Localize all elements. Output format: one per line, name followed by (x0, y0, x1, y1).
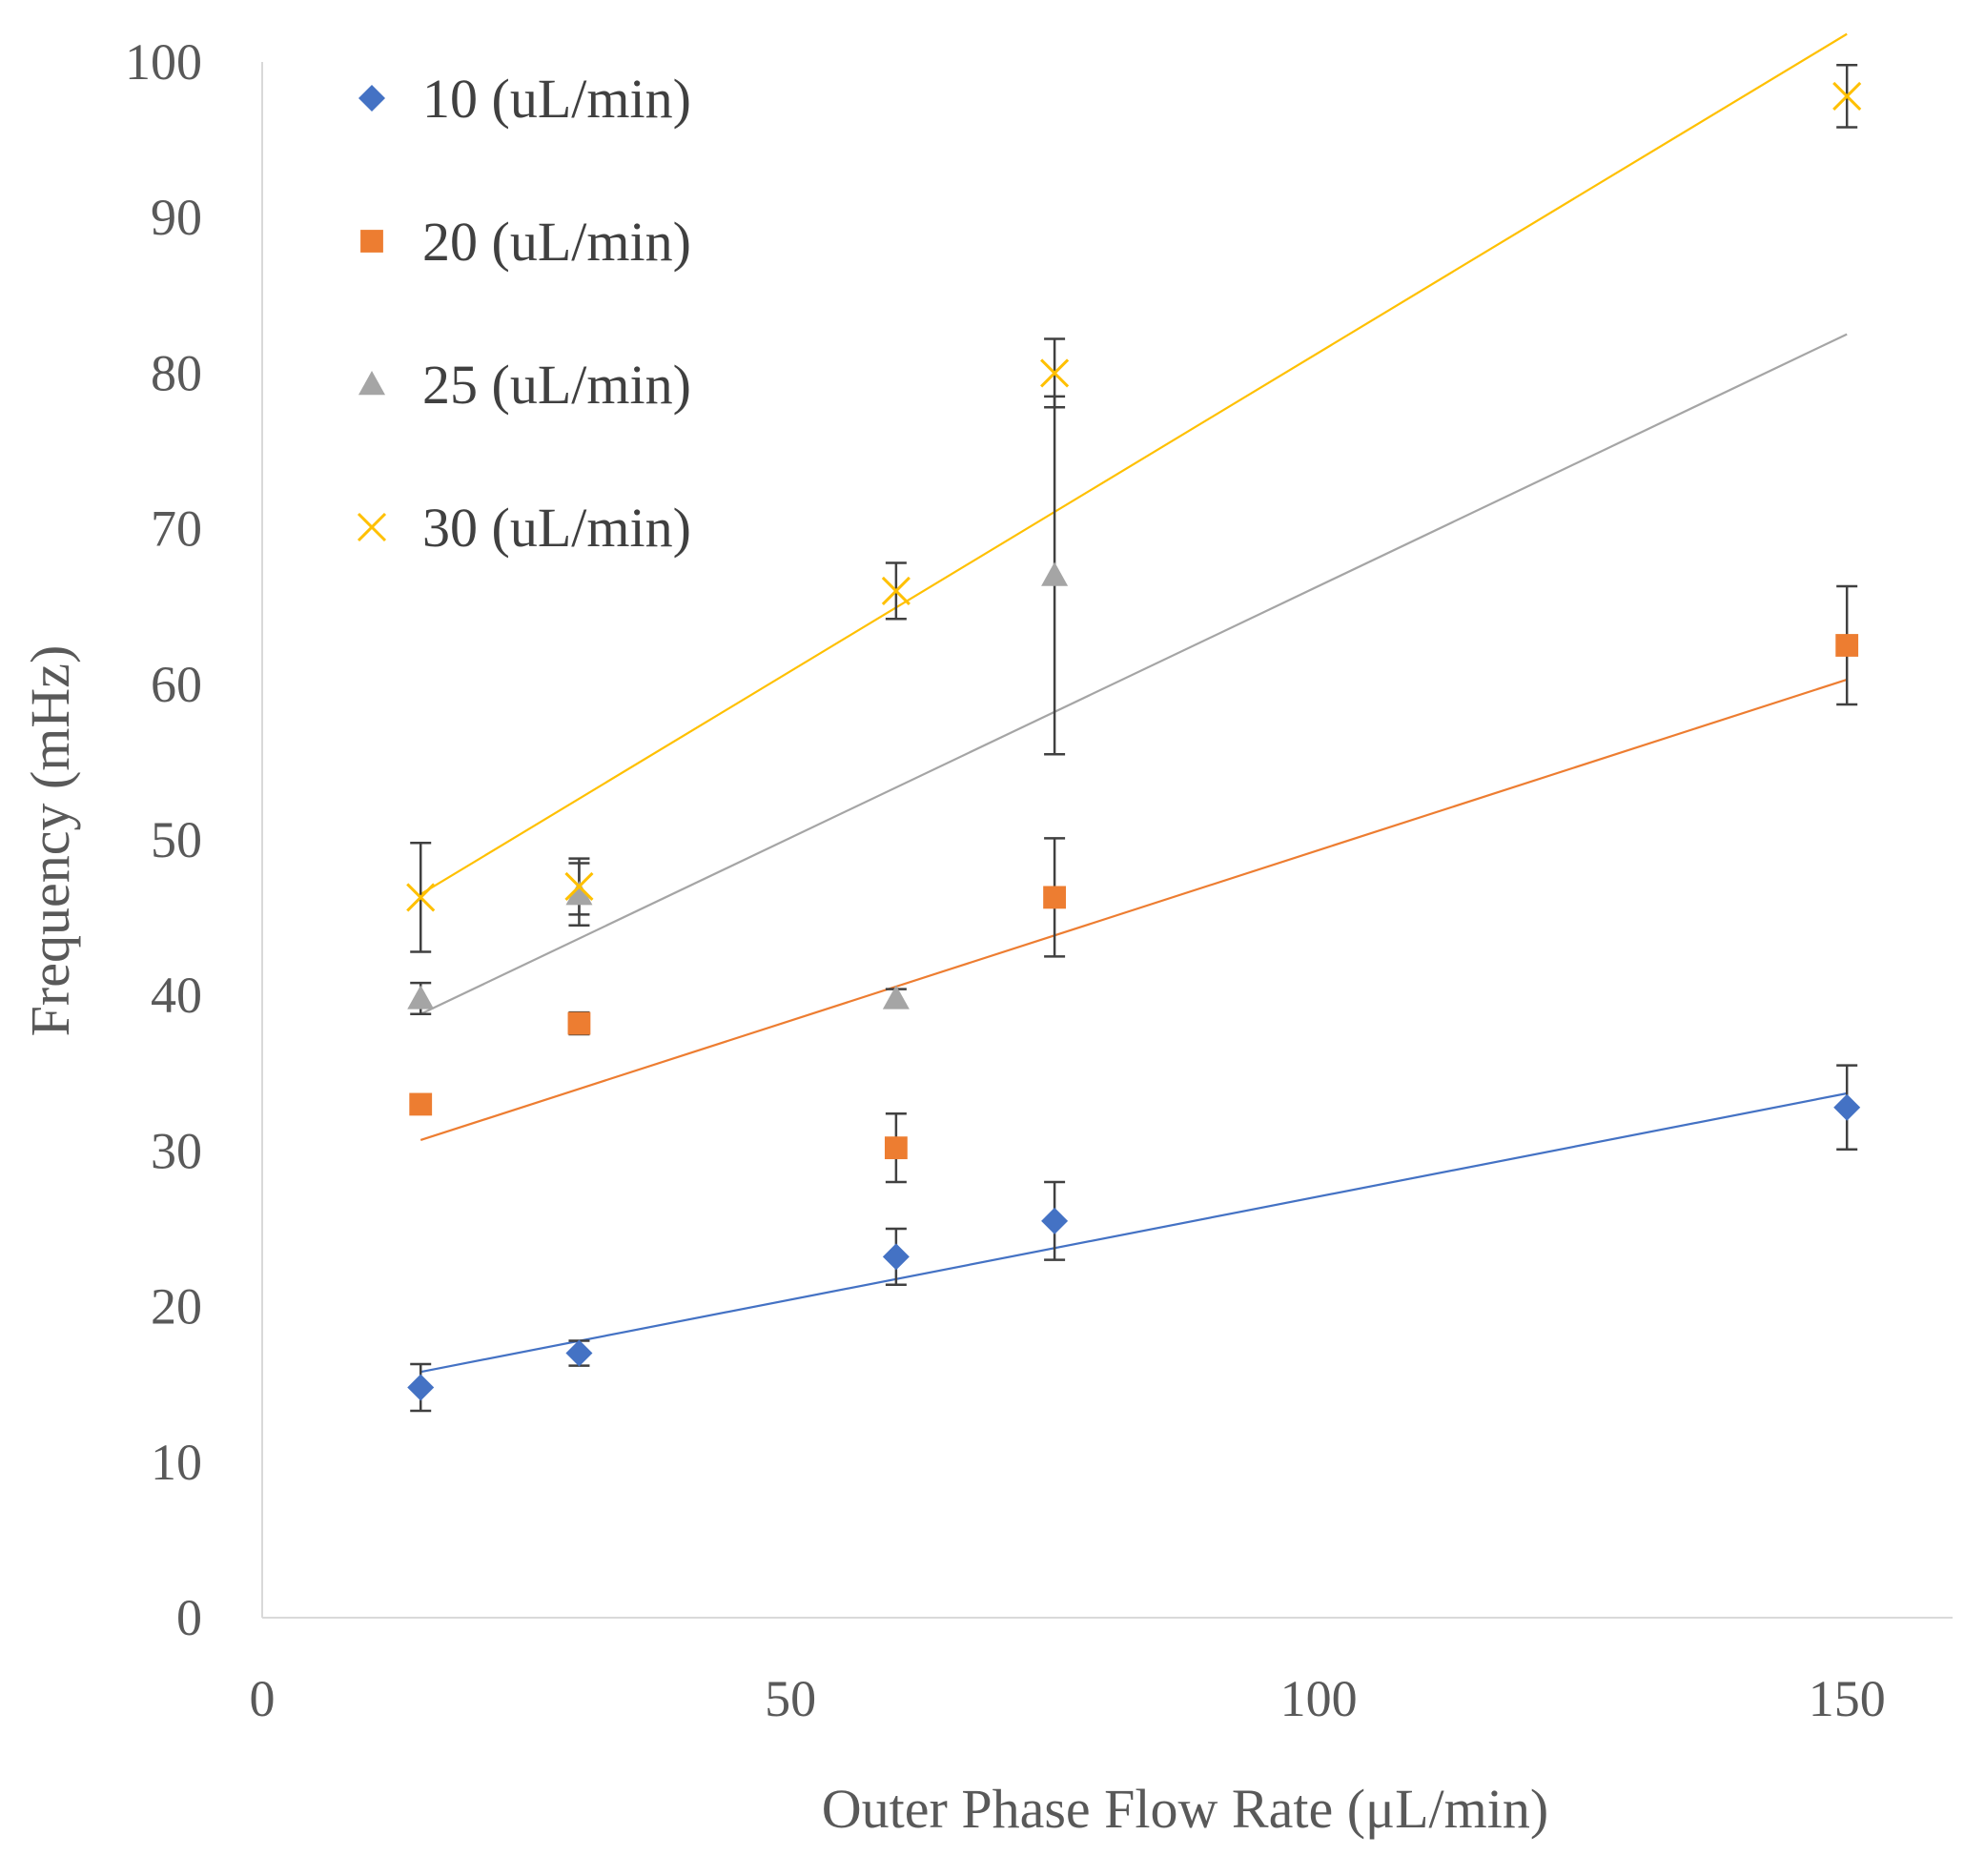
legend-item: 30 (uL/min) (357, 497, 691, 559)
square-marker (1043, 886, 1066, 909)
x-marker-stroke (406, 883, 436, 912)
y-tick-label: 20 (151, 1278, 202, 1336)
axes (261, 62, 1953, 1619)
y-tick-label: 30 (151, 1122, 202, 1179)
diamond-marker (565, 1339, 593, 1367)
triangle-marker (565, 881, 593, 906)
legend-label: 25 (uL/min) (422, 354, 691, 416)
legend-item: 20 (uL/min) (360, 211, 691, 273)
y-tick-label: 90 (151, 189, 202, 246)
x-marker (357, 512, 387, 542)
x-tick-label: 150 (1809, 1670, 1886, 1727)
trendline (420, 333, 1848, 1015)
y-tick-labels: 0 10 20 30 40 50 60 70 80 90 100 (125, 33, 202, 1646)
diamond-marker (358, 85, 385, 112)
square-marker (884, 1136, 908, 1160)
x-marker (406, 883, 436, 912)
diamond-marker (1833, 1093, 1861, 1121)
square-marker (567, 1011, 591, 1035)
data-markers (406, 81, 1862, 1401)
trendlines (420, 32, 1848, 1374)
x-tick-label: 0 (250, 1670, 276, 1727)
y-tick-label: 40 (151, 967, 202, 1024)
x-marker-stroke (564, 871, 594, 902)
y-tick-label: 50 (151, 811, 202, 868)
square-marker (1835, 634, 1859, 657)
diamond-marker (1041, 1207, 1069, 1234)
triangle-marker (358, 371, 385, 396)
x-axis-title: Outer Phase Flow Rate (μL/min) (822, 1778, 1548, 1840)
trendline (420, 678, 1848, 1142)
y-axis-title: Frequency (mHz) (19, 645, 81, 1037)
x-marker (1832, 81, 1862, 111)
legend-label: 20 (uL/min) (422, 211, 691, 273)
triangle-marker (407, 985, 435, 1009)
trendline (420, 1091, 1848, 1374)
x-marker (881, 576, 911, 605)
legend-item: 10 (uL/min) (358, 68, 691, 130)
x-marker (1040, 358, 1070, 388)
x-tick-labels: 0 50 100 150 (250, 1670, 1886, 1727)
x-marker (564, 871, 594, 902)
x-marker-stroke (1040, 358, 1070, 388)
x-tick-label: 100 (1280, 1670, 1358, 1727)
y-tick-label: 70 (151, 500, 202, 558)
legend-label: 30 (uL/min) (422, 497, 691, 559)
y-tick-label: 60 (151, 656, 202, 713)
triangle-marker (882, 985, 910, 1009)
legend-label: 10 (uL/min) (422, 68, 691, 130)
diamond-marker (882, 1243, 910, 1271)
x-tick-label: 50 (765, 1670, 816, 1727)
square-marker (409, 1092, 433, 1116)
x-marker-stroke (357, 512, 387, 542)
y-tick-label: 10 (151, 1434, 202, 1491)
x-marker-stroke (1832, 81, 1862, 111)
diamond-marker (407, 1374, 435, 1401)
legend-item: 25 (uL/min) (358, 354, 691, 416)
y-tick-label: 0 (176, 1589, 202, 1646)
square-marker (360, 230, 383, 253)
legend: 10 (uL/min) 20 (uL/min) 25 (uL/min) 30 (uL/… (357, 68, 691, 559)
y-tick-label: 100 (125, 33, 202, 91)
triangle-marker (1041, 561, 1069, 586)
y-tick-label: 80 (151, 344, 202, 401)
trendline (420, 32, 1848, 896)
x-marker-stroke (881, 576, 911, 605)
